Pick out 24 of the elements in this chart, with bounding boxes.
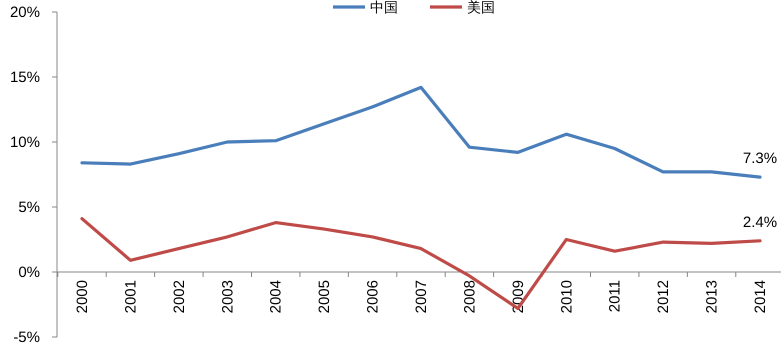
x-tick-label: 2010: [558, 280, 576, 314]
y-tick-label: 5%: [18, 199, 40, 216]
x-tick-label: 2007: [413, 280, 430, 314]
x-tick-label: 2013: [704, 280, 721, 314]
x-tick-label: 2003: [219, 280, 236, 314]
x-tick-label: 2011: [606, 280, 624, 312]
y-tick-label: -5%: [13, 329, 40, 343]
y-tick-label: 10%: [10, 134, 40, 151]
y-tick-label: 15%: [10, 69, 40, 86]
x-tick-label: 2005: [316, 280, 334, 314]
x-tick-label: 2014: [752, 280, 769, 314]
x-tick-label: 2000: [74, 280, 91, 314]
y-tick-label: 0%: [18, 264, 40, 281]
x-tick-label: 2004: [268, 280, 285, 314]
x-tick-label: 2002: [170, 280, 188, 314]
data-label: 7.3%: [742, 150, 778, 168]
x-tick-label: 2008: [461, 280, 478, 314]
x-tick-label: 2012: [655, 280, 672, 314]
data-label: 2.4%: [742, 214, 778, 231]
legend-label: 美国: [467, 0, 495, 16]
x-tick-label: 2001: [122, 280, 140, 314]
y-tick-label: 20%: [10, 4, 40, 21]
legend-label: 中国: [370, 0, 398, 16]
x-tick-label: 2006: [364, 280, 382, 314]
